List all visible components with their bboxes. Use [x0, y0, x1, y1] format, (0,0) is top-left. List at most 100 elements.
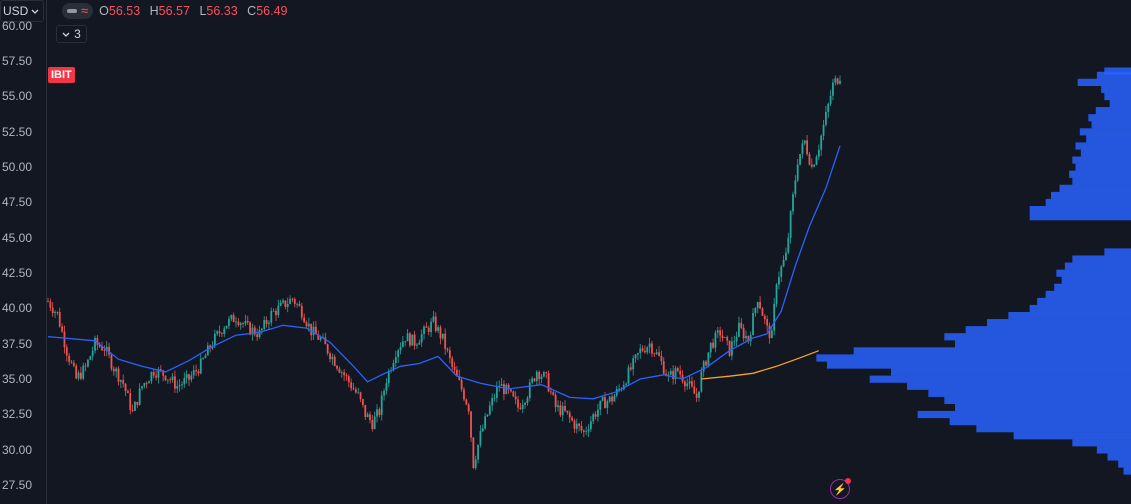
candle-body	[364, 405, 366, 417]
candle-body	[395, 357, 397, 363]
candle-body	[494, 398, 496, 399]
candle-body	[306, 322, 308, 326]
candle-body	[136, 402, 138, 405]
candle-body	[712, 343, 714, 348]
candle-body	[294, 299, 296, 304]
candle-body	[635, 355, 637, 359]
candle-body	[773, 304, 775, 331]
y-tick-label: 55.00	[2, 89, 42, 103]
candle-body	[407, 333, 409, 341]
volume-profile-bar	[1072, 255, 1131, 262]
candle-body	[348, 376, 350, 382]
volume-profile-bar	[1072, 157, 1131, 164]
candle-body	[646, 347, 648, 352]
candle-body	[277, 306, 279, 315]
moving-average-blue	[48, 146, 840, 399]
lightning-icon[interactable]: ⚡	[830, 479, 850, 499]
volume-profile-bar	[966, 326, 1131, 333]
candle-body	[569, 413, 571, 418]
candle-body	[562, 406, 564, 415]
candle-body	[813, 165, 815, 167]
candle-body	[834, 78, 836, 82]
volume-profile-bar	[1118, 460, 1131, 467]
volume-profile-bar	[816, 354, 1131, 361]
candle-body	[691, 381, 693, 386]
candle-body	[780, 266, 782, 277]
candle-body	[266, 320, 268, 324]
candle-body	[57, 312, 59, 313]
candle-body	[571, 418, 573, 421]
candle-body	[296, 304, 298, 305]
candle-body	[418, 342, 420, 344]
candle-body	[378, 409, 380, 415]
candle-body	[423, 327, 425, 334]
candle-body	[484, 416, 486, 428]
volume-profile-bar	[1030, 305, 1131, 312]
candle-body	[658, 352, 660, 356]
y-tick-label: 40.00	[2, 301, 42, 315]
candle-body	[240, 323, 242, 325]
candle-body	[287, 304, 289, 307]
candle-body	[762, 308, 764, 315]
candle-body	[299, 304, 301, 306]
candle-body	[186, 374, 188, 378]
candle-body	[604, 397, 606, 408]
candle-body	[825, 112, 827, 125]
volume-profile-bar	[1097, 446, 1131, 453]
candle-body	[174, 376, 176, 388]
candle-body	[576, 424, 578, 429]
candle-body	[308, 324, 310, 326]
candle-body	[609, 397, 611, 402]
candle-body	[350, 382, 352, 388]
volume-profile-bar	[1037, 298, 1131, 305]
candle-body	[581, 426, 583, 430]
volume-profile-bar	[1088, 114, 1131, 121]
y-tick-label-clipped: 60.00	[2, 19, 42, 33]
volume-profile-bar	[891, 369, 1131, 376]
candle-body	[522, 405, 524, 409]
candle-body	[49, 301, 51, 307]
candle-body	[515, 396, 517, 399]
candle-body	[80, 373, 82, 379]
candle-body	[613, 396, 615, 402]
volume-profile-bar	[1081, 149, 1131, 156]
candle-body	[256, 334, 258, 337]
candle-body	[595, 414, 597, 417]
candle-body	[120, 380, 122, 382]
candle-body	[153, 372, 155, 375]
candle-body	[282, 301, 284, 303]
candle-body	[235, 322, 237, 323]
volume-profile-bar	[1054, 284, 1131, 291]
candle-body	[839, 81, 841, 84]
candle-body	[268, 323, 270, 324]
y-tick-label: 57.50	[2, 54, 42, 68]
candle-body	[245, 321, 247, 324]
candle-body	[531, 378, 533, 382]
candle-body	[442, 334, 444, 339]
volume-profile-bar	[1078, 79, 1131, 86]
volume-profile-bar	[1096, 107, 1131, 114]
candle-body	[334, 357, 336, 366]
candle-body	[207, 345, 209, 355]
volume-profile-bar	[1108, 453, 1131, 460]
candle-body	[632, 358, 634, 369]
candle-body	[324, 337, 326, 344]
volume-profile-bar	[854, 347, 1131, 354]
candles	[47, 75, 841, 470]
candle-body	[823, 125, 825, 136]
candle-body	[118, 369, 120, 382]
candle-body	[555, 395, 557, 407]
candle-body	[329, 353, 331, 359]
candle-body	[545, 372, 547, 373]
candle-body	[510, 389, 512, 391]
candle-body	[94, 338, 96, 351]
candle-body	[832, 82, 834, 95]
candle-body	[82, 366, 84, 379]
candle-body	[534, 378, 536, 380]
candle-body	[230, 315, 232, 319]
volume-profile-bar	[1124, 467, 1131, 474]
volume-profile-bar	[1104, 248, 1131, 255]
candle-body	[783, 260, 785, 266]
candle-body	[517, 399, 519, 407]
